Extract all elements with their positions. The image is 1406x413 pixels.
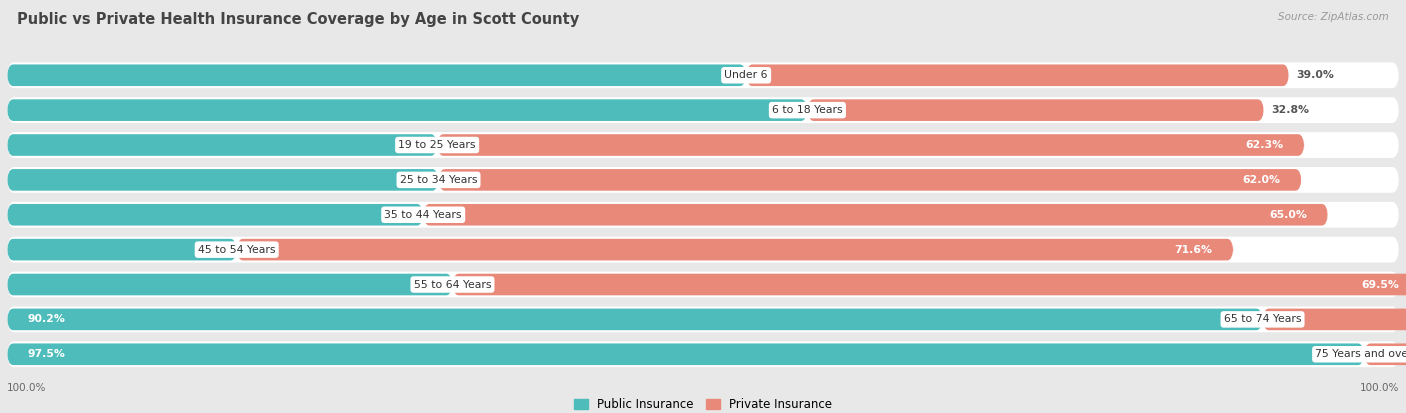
FancyBboxPatch shape bbox=[7, 202, 1399, 228]
FancyBboxPatch shape bbox=[7, 64, 747, 86]
Text: 62.0%: 62.0% bbox=[1243, 175, 1281, 185]
FancyBboxPatch shape bbox=[7, 237, 1399, 263]
FancyBboxPatch shape bbox=[7, 342, 1399, 367]
FancyBboxPatch shape bbox=[236, 239, 1233, 261]
Text: 100.0%: 100.0% bbox=[1360, 383, 1399, 393]
Text: 25 to 34 Years: 25 to 34 Years bbox=[399, 175, 477, 185]
Text: 75 Years and over: 75 Years and over bbox=[1316, 349, 1406, 359]
Text: 65 to 74 Years: 65 to 74 Years bbox=[1223, 314, 1302, 324]
Text: 6 to 18 Years: 6 to 18 Years bbox=[772, 105, 842, 115]
Legend: Public Insurance, Private Insurance: Public Insurance, Private Insurance bbox=[569, 394, 837, 413]
FancyBboxPatch shape bbox=[7, 62, 1399, 88]
Text: 39.0%: 39.0% bbox=[1296, 70, 1334, 80]
Text: 62.3%: 62.3% bbox=[1246, 140, 1284, 150]
FancyBboxPatch shape bbox=[7, 97, 1399, 123]
Text: 55 to 64 Years: 55 to 64 Years bbox=[413, 280, 491, 290]
Text: Public vs Private Health Insurance Coverage by Age in Scott County: Public vs Private Health Insurance Cover… bbox=[17, 12, 579, 27]
Text: 100.0%: 100.0% bbox=[7, 383, 46, 393]
Text: 19 to 25 Years: 19 to 25 Years bbox=[398, 140, 475, 150]
Text: Source: ZipAtlas.com: Source: ZipAtlas.com bbox=[1278, 12, 1389, 22]
FancyBboxPatch shape bbox=[7, 274, 453, 295]
Text: 35 to 44 Years: 35 to 44 Years bbox=[384, 210, 463, 220]
FancyBboxPatch shape bbox=[7, 167, 1399, 193]
FancyBboxPatch shape bbox=[1263, 309, 1406, 330]
FancyBboxPatch shape bbox=[807, 99, 1264, 121]
Text: 32.8%: 32.8% bbox=[1271, 105, 1309, 115]
FancyBboxPatch shape bbox=[7, 344, 1364, 365]
FancyBboxPatch shape bbox=[7, 204, 423, 225]
FancyBboxPatch shape bbox=[7, 239, 236, 261]
Text: 90.2%: 90.2% bbox=[28, 314, 66, 324]
Text: 65.0%: 65.0% bbox=[1270, 210, 1308, 220]
Text: 45 to 54 Years: 45 to 54 Years bbox=[198, 244, 276, 255]
Text: 71.6%: 71.6% bbox=[1174, 244, 1212, 255]
FancyBboxPatch shape bbox=[7, 272, 1399, 297]
FancyBboxPatch shape bbox=[439, 169, 1302, 191]
Text: Under 6: Under 6 bbox=[724, 70, 768, 80]
FancyBboxPatch shape bbox=[747, 64, 1289, 86]
FancyBboxPatch shape bbox=[1364, 344, 1406, 365]
FancyBboxPatch shape bbox=[7, 169, 439, 191]
FancyBboxPatch shape bbox=[7, 309, 1263, 330]
FancyBboxPatch shape bbox=[423, 204, 1329, 225]
FancyBboxPatch shape bbox=[437, 134, 1305, 156]
Text: 69.5%: 69.5% bbox=[1361, 280, 1399, 290]
FancyBboxPatch shape bbox=[7, 306, 1399, 332]
Text: 97.5%: 97.5% bbox=[28, 349, 66, 359]
FancyBboxPatch shape bbox=[7, 99, 807, 121]
FancyBboxPatch shape bbox=[7, 132, 1399, 158]
FancyBboxPatch shape bbox=[453, 274, 1406, 295]
FancyBboxPatch shape bbox=[7, 134, 437, 156]
